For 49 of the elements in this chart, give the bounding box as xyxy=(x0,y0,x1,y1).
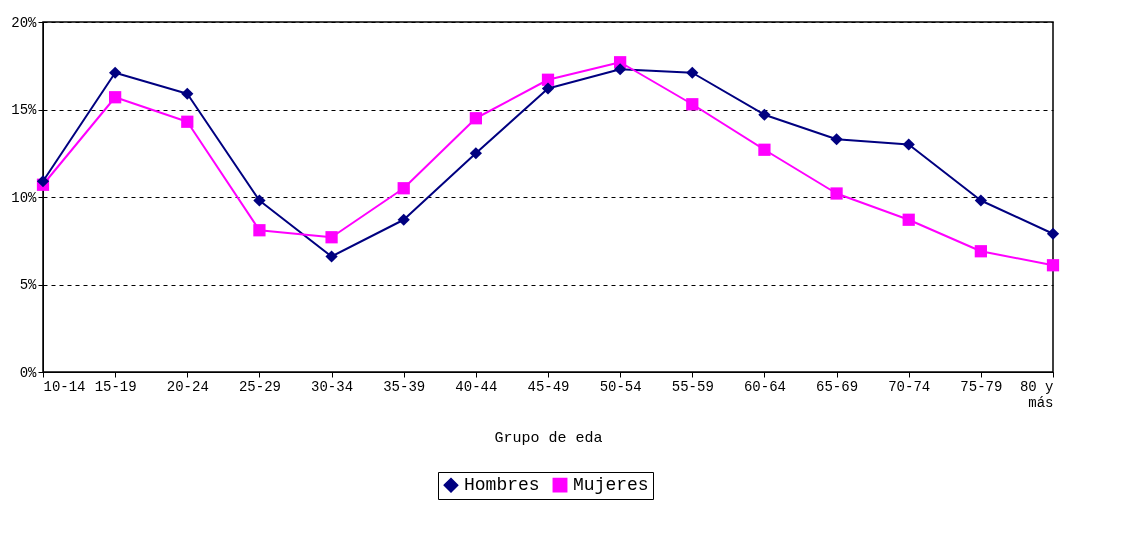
x-tick-label: 40-44 xyxy=(455,378,498,395)
point xyxy=(325,250,338,263)
y-tick-label: 15% xyxy=(11,102,38,118)
point xyxy=(109,91,122,104)
x-tick-label: 75-79 xyxy=(960,378,1003,395)
point xyxy=(541,82,555,95)
point xyxy=(686,98,699,111)
point xyxy=(902,138,915,151)
point xyxy=(109,66,122,79)
y-tick-label: 20% xyxy=(11,14,38,31)
x-tick-label: 45-49 xyxy=(527,378,570,395)
point xyxy=(686,66,699,79)
point xyxy=(325,231,338,244)
x-tick-label: 65-69 xyxy=(816,378,859,395)
x-axis-title: Grupo de eda xyxy=(494,429,603,447)
x-tick-label: 80 y más xyxy=(1019,378,1054,411)
point xyxy=(1046,227,1060,240)
point xyxy=(974,194,987,207)
x-tick-label: 10-14 xyxy=(43,378,86,395)
point xyxy=(397,213,410,226)
point xyxy=(469,147,482,160)
point xyxy=(181,115,194,128)
x-tick-label: 35-39 xyxy=(383,378,426,395)
x-tick-label: 50-54 xyxy=(599,378,642,395)
point xyxy=(469,112,482,125)
x-tick-label: 30-34 xyxy=(311,378,354,395)
point xyxy=(830,187,843,200)
point xyxy=(758,143,771,156)
point xyxy=(253,224,266,237)
x-tick-label: 55-59 xyxy=(671,378,714,395)
x-tick-label: 60-64 xyxy=(743,378,786,395)
x-tick-label: 20-24 xyxy=(166,378,209,395)
point xyxy=(830,133,843,146)
point xyxy=(614,63,627,76)
y-tick-label: 0% xyxy=(19,364,38,381)
point xyxy=(397,182,410,195)
point xyxy=(902,213,915,226)
y-tick-label: 5% xyxy=(19,277,38,293)
x-tick-label: 70-74 xyxy=(888,378,931,395)
x-tick-label: 15-19 xyxy=(94,378,137,395)
point xyxy=(181,87,194,100)
point xyxy=(253,194,266,207)
legend-label: Mujeres xyxy=(573,475,649,496)
legend-label: Hombres xyxy=(464,475,540,496)
point xyxy=(1046,259,1060,272)
x-tick-label: 25-29 xyxy=(238,378,281,395)
point xyxy=(758,108,771,121)
y-tick-label: 10% xyxy=(11,189,38,206)
point xyxy=(974,245,987,258)
